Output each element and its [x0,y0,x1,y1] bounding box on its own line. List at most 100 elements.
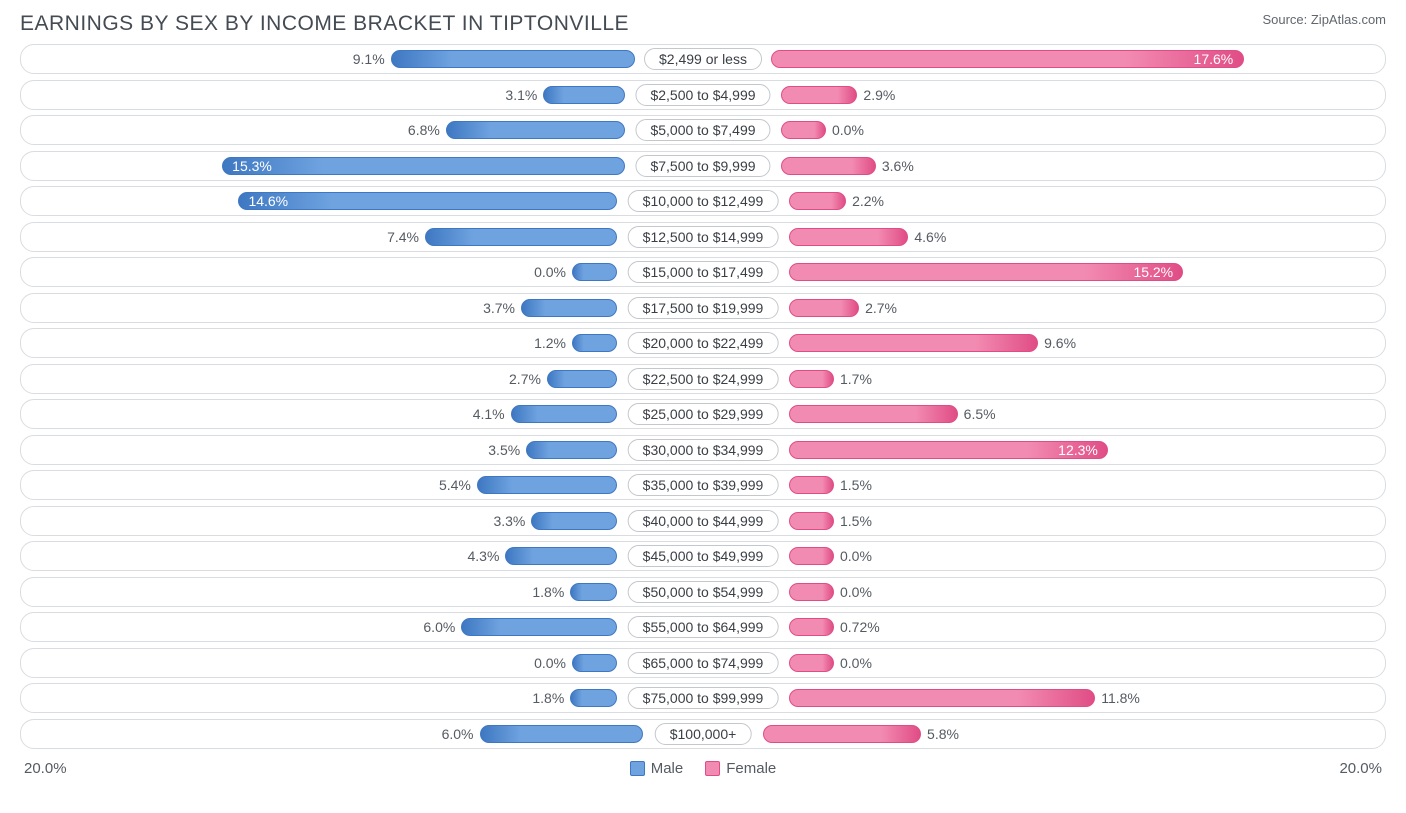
male-bar [531,512,617,530]
chart-row: $2,499 or less 9.1% 17.6% [20,44,1386,74]
axis-left-max: 20.0% [24,760,67,777]
male-pct: 3.7% [483,300,515,316]
female-pct: 9.6% [1044,335,1076,351]
male-bar [526,441,617,459]
male-bar [511,405,617,423]
axis-right-max: 20.0% [1339,760,1382,777]
chart-row: $2,500 to $4,999 3.1% 2.9% [20,80,1386,110]
female-pct: 17.6% [1194,51,1234,67]
male-pct: 1.2% [534,335,566,351]
female-bar [789,476,834,494]
legend-label-female: Female [726,760,776,777]
bracket-label: $2,500 to $4,999 [635,84,770,106]
female-pct: 1.5% [840,477,872,493]
female-bar [763,725,921,743]
female-pct: 0.0% [840,655,872,671]
male-pct: 1.8% [532,584,564,600]
male-pct: 3.3% [493,513,525,529]
female-bar [781,86,857,104]
male-bar [570,583,617,601]
chart-row: $75,000 to $99,9991.8%11.8% [20,683,1386,713]
male-bar [505,547,617,565]
male-pct: 4.3% [468,548,500,564]
legend-item-male: Male [630,760,684,777]
chart-row: $100,000+6.0%5.8% [20,719,1386,749]
female-bar [789,689,1095,707]
male-bar [572,334,617,352]
male-bar [238,192,617,210]
female-pct: 2.9% [863,87,895,103]
bracket-label: $2,499 or less [644,48,762,70]
female-bar [789,618,834,636]
female-pct: 6.5% [964,406,996,422]
male-pct: 15.3% [232,158,272,174]
chart-row: $17,500 to $19,999 3.7% 2.7% [20,293,1386,323]
male-bar [391,50,635,68]
bracket-label: $75,000 to $99,999 [628,687,779,709]
male-pct: 9.1% [353,51,385,67]
female-bar [789,228,908,246]
chart-row: $30,000 to $34,9993.5%12.3% [20,435,1386,465]
female-pct: 4.6% [914,229,946,245]
male-pct: 3.1% [505,87,537,103]
bracket-label: $17,500 to $19,999 [628,297,779,319]
male-bar [480,725,644,743]
female-bar [789,547,834,565]
legend-swatch-male [630,761,645,776]
male-bar [572,263,617,281]
chart-row: $22,500 to $24,999 2.7% 1.7% [20,364,1386,394]
bracket-label: $65,000 to $74,999 [628,652,779,674]
bracket-label: $15,000 to $17,499 [628,261,779,283]
female-pct: 2.7% [865,300,897,316]
bracket-label: $100,000+ [655,723,752,745]
female-pct: 0.0% [832,122,864,138]
bracket-label: $12,500 to $14,999 [628,226,779,248]
female-bar [771,50,1244,68]
chart-legend: Male Female [630,760,777,777]
bracket-label: $10,000 to $12,499 [628,190,779,212]
female-pct: 15.2% [1133,264,1173,280]
chart-row: $35,000 to $39,9995.4%1.5% [20,470,1386,500]
chart-row: $12,500 to $14,9997.4%4.6% [20,222,1386,252]
female-pct: 11.8% [1101,690,1140,706]
male-bar [572,654,617,672]
female-pct: 0.72% [840,619,880,635]
bracket-label: $25,000 to $29,999 [628,403,779,425]
female-bar [789,405,958,423]
female-bar [789,299,859,317]
chart-title: EARNINGS BY SEX BY INCOME BRACKET IN TIP… [20,12,629,36]
legend-swatch-female [705,761,720,776]
female-pct: 12.3% [1058,442,1098,458]
male-bar [570,689,617,707]
female-bar [789,512,834,530]
female-pct: 1.7% [840,371,872,387]
chart-row: $5,000 to $7,499 6.8% 0.0% [20,115,1386,145]
chart-row: $45,000 to $49,9994.3%0.0% [20,541,1386,571]
male-pct: 2.7% [509,371,541,387]
chart-row: $65,000 to $74,999 0.0% 0.0% [20,648,1386,678]
male-bar [547,370,617,388]
female-pct: 0.0% [840,584,872,600]
male-bar [222,157,625,175]
legend-label-male: Male [651,760,684,777]
female-pct: 2.2% [852,193,884,209]
male-pct: 6.0% [423,619,455,635]
male-pct: 0.0% [534,264,566,280]
bracket-label: $22,500 to $24,999 [628,368,779,390]
chart-row: $7,500 to $9,99915.3%3.6% [20,151,1386,181]
bracket-label: $30,000 to $34,999 [628,439,779,461]
chart-row: $25,000 to $29,9994.1%6.5% [20,399,1386,429]
chart-row: $40,000 to $44,9993.3%1.5% [20,506,1386,536]
male-pct: 14.6% [248,193,288,209]
male-pct: 6.8% [408,122,440,138]
female-bar [789,654,834,672]
bracket-label: $7,500 to $9,999 [635,155,770,177]
bracket-label: $5,000 to $7,499 [635,119,770,141]
male-pct: 5.4% [439,477,471,493]
bracket-label: $55,000 to $64,999 [628,616,779,638]
male-pct: 0.0% [534,655,566,671]
male-bar [543,86,625,104]
bracket-label: $40,000 to $44,999 [628,510,779,532]
chart-row: $20,000 to $22,4991.2%9.6% [20,328,1386,358]
male-bar [461,618,617,636]
